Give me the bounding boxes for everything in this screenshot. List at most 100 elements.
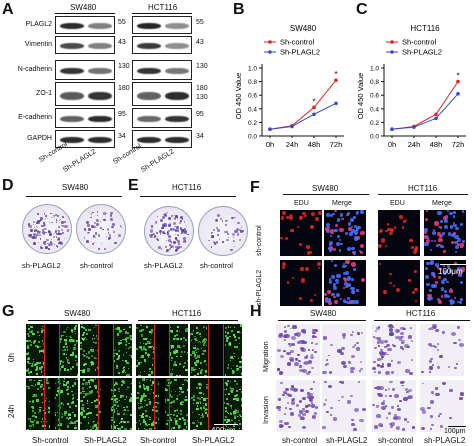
wound-cell bbox=[240, 356, 242, 359]
wound-cell bbox=[83, 415, 86, 418]
wound-cell bbox=[124, 331, 128, 334]
wound-cell bbox=[225, 394, 227, 396]
transwell-cell bbox=[378, 393, 383, 398]
wound-cell bbox=[127, 342, 129, 345]
wound-cell bbox=[91, 362, 94, 365]
wound-cell bbox=[148, 423, 150, 426]
colony-dot bbox=[27, 225, 30, 227]
cell-nucleus bbox=[359, 250, 363, 254]
blot-band bbox=[165, 43, 189, 49]
transwell-cell bbox=[302, 407, 306, 411]
transwell-cell bbox=[398, 335, 403, 340]
wound-cell bbox=[70, 421, 73, 424]
blot-band bbox=[137, 68, 161, 75]
wound-cell bbox=[27, 367, 29, 370]
wound-cell bbox=[64, 411, 67, 414]
cell-nucleus bbox=[411, 290, 415, 294]
colony-dot bbox=[86, 231, 90, 235]
wound-cell bbox=[122, 338, 125, 341]
wound-cell bbox=[191, 366, 194, 369]
transwell-cell bbox=[379, 340, 384, 344]
cell-nucleus bbox=[449, 287, 453, 290]
wound-cell bbox=[117, 354, 120, 358]
cell-nucleus bbox=[378, 263, 381, 266]
colony-dot bbox=[236, 221, 240, 225]
transwell-cell bbox=[278, 371, 284, 375]
wound-cell bbox=[111, 397, 114, 401]
wound-cell bbox=[122, 381, 124, 383]
colony-dot bbox=[218, 238, 220, 240]
colony-dot bbox=[179, 246, 182, 249]
colony-dot bbox=[210, 246, 213, 248]
wound-cell bbox=[125, 347, 128, 350]
wound-cell bbox=[205, 374, 208, 376]
colony-dot bbox=[85, 221, 89, 225]
wound-cell bbox=[143, 393, 146, 396]
wound-header-sw480: SW480 bbox=[64, 309, 91, 318]
wound-cell bbox=[194, 362, 197, 365]
wound-cell bbox=[86, 338, 88, 340]
transwell-cell bbox=[395, 416, 401, 421]
wound-cell bbox=[144, 414, 148, 418]
transwell-cell bbox=[304, 405, 308, 408]
wound-cell bbox=[72, 352, 75, 355]
wound-cell bbox=[140, 406, 143, 409]
transwell-cell bbox=[304, 356, 308, 360]
wound-cell bbox=[128, 342, 131, 345]
colony-dot bbox=[234, 217, 236, 219]
transwell-cell bbox=[352, 427, 358, 432]
wound-cell bbox=[41, 418, 44, 420]
wound-cell bbox=[86, 387, 89, 390]
wound-cell bbox=[230, 404, 232, 407]
blot-band bbox=[88, 137, 112, 143]
blot-band bbox=[88, 43, 112, 49]
colony-dot bbox=[64, 225, 68, 229]
colony-dot bbox=[162, 226, 165, 229]
transwell-cell bbox=[356, 342, 359, 345]
wound-cell bbox=[92, 334, 95, 337]
wound-cell bbox=[96, 367, 98, 369]
wound-cell bbox=[194, 338, 197, 341]
blot-header-hct116-underline bbox=[132, 13, 192, 14]
wound-cell bbox=[91, 360, 93, 363]
chart-x-tick-label: 48h bbox=[430, 140, 443, 149]
transwell-cell bbox=[376, 385, 381, 390]
colony-dot bbox=[180, 231, 184, 235]
cell-nucleus bbox=[328, 298, 332, 303]
wound-cell bbox=[80, 399, 83, 403]
wound-cell bbox=[138, 382, 141, 384]
wound-cell bbox=[233, 411, 237, 414]
colony-dot bbox=[183, 221, 185, 223]
wound-cell bbox=[237, 349, 240, 351]
transwell-cell bbox=[404, 418, 407, 421]
wound-cell bbox=[223, 401, 226, 404]
wound-cell bbox=[130, 382, 132, 384]
edu-image bbox=[324, 260, 366, 306]
colony-dot bbox=[224, 220, 227, 223]
wound-cell bbox=[33, 342, 36, 345]
colony-dot bbox=[163, 223, 167, 227]
wound-cell bbox=[74, 359, 77, 362]
cell-nucleus bbox=[330, 235, 333, 238]
wound-cell bbox=[192, 351, 195, 354]
wound-cell bbox=[191, 340, 193, 342]
transwell-cell bbox=[401, 347, 405, 350]
wound-cell bbox=[97, 401, 101, 404]
colony-dot bbox=[176, 226, 180, 230]
colony-dot bbox=[175, 229, 178, 232]
colony-dot bbox=[83, 228, 86, 231]
colony-dot bbox=[162, 231, 165, 234]
wound-cell bbox=[92, 426, 95, 429]
colony-dot bbox=[108, 232, 110, 234]
colony-dot bbox=[169, 248, 171, 250]
colony-dot bbox=[91, 242, 94, 246]
colony-dot bbox=[183, 237, 187, 241]
wound-cell bbox=[27, 353, 30, 355]
cell-nucleus bbox=[302, 211, 306, 215]
wound-cell bbox=[45, 378, 49, 381]
chart-data-point bbox=[456, 79, 460, 84]
colony-dot bbox=[105, 213, 107, 215]
wound-cell bbox=[66, 346, 68, 349]
wound-cell bbox=[191, 397, 193, 399]
wound-cell bbox=[91, 402, 93, 404]
